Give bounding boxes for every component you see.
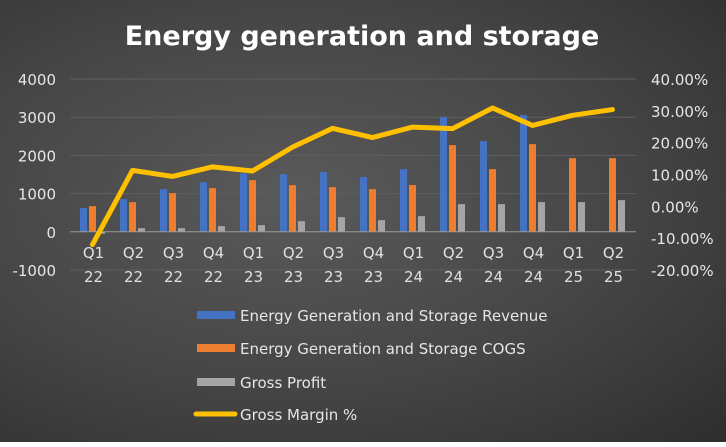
legend-swatch xyxy=(197,378,235,386)
bar-cogs xyxy=(609,158,616,232)
bar-revenue xyxy=(240,173,247,231)
bar-gross-profit xyxy=(378,220,385,232)
bar-gross-profit xyxy=(338,217,345,232)
x-tick-label: 23 xyxy=(284,268,303,286)
bar-gross-profit xyxy=(498,204,505,232)
bar-revenue xyxy=(120,199,127,232)
x-tick-label: Q2 xyxy=(603,244,624,262)
bar-cogs xyxy=(209,188,216,232)
bar-gross-profit xyxy=(138,228,145,232)
bar-revenue xyxy=(480,141,487,232)
bar-cogs xyxy=(489,169,496,232)
right-tick-label: 10.00% xyxy=(651,167,708,185)
bar-gross-profit xyxy=(418,216,425,232)
right-tick-label: 40.00% xyxy=(651,71,708,89)
x-tick-label: 22 xyxy=(84,268,103,286)
right-tick-label: -20.00% xyxy=(651,262,714,280)
legend: Energy Generation and Storage Revenue Ene… xyxy=(196,307,548,424)
bar-cogs xyxy=(529,144,536,232)
right-tick-label: 30.00% xyxy=(651,103,708,121)
bar-cogs xyxy=(169,193,176,232)
x-tick-label: 25 xyxy=(604,268,623,286)
legend-label: Energy Generation and Storage COGS xyxy=(240,340,526,358)
legend-item: Gross Margin % xyxy=(196,406,357,424)
bar-cogs xyxy=(129,202,136,232)
bar-cogs xyxy=(249,180,256,232)
bar-gross-profit xyxy=(178,228,185,232)
legend-swatch xyxy=(197,311,235,319)
bar-revenue xyxy=(400,169,407,232)
x-tick-label: Q1 xyxy=(563,244,584,262)
legend-item: Gross Profit xyxy=(197,374,326,392)
x-tick-label: 25 xyxy=(564,268,583,286)
x-tick-label: Q4 xyxy=(523,244,544,262)
chart-title: Energy generation and storage xyxy=(125,21,600,52)
legend-item: Energy Generation and Storage COGS xyxy=(197,340,526,358)
bar-revenue xyxy=(520,115,527,232)
left-axis-ticks: 4000 3000 2000 1000 0 -1000 xyxy=(12,71,56,280)
left-tick-label: 1000 xyxy=(18,186,56,204)
bar-cogs xyxy=(329,187,336,232)
x-tick-label: 24 xyxy=(444,268,463,286)
bar-gross-profit xyxy=(258,225,265,232)
bar-revenue xyxy=(160,189,167,232)
right-tick-label: -10.00% xyxy=(651,230,714,248)
bar-cogs xyxy=(289,185,296,232)
x-tick-label: 22 xyxy=(164,268,183,286)
bar-cogs xyxy=(369,189,376,232)
x-tick-label: Q2 xyxy=(123,244,144,262)
bar-cogs xyxy=(89,206,96,232)
x-tick-label: 24 xyxy=(524,268,543,286)
x-tick-label: Q3 xyxy=(163,244,184,262)
bar-gross-profit xyxy=(298,221,305,232)
bar-gross-profit xyxy=(218,226,225,232)
x-tick-label: Q3 xyxy=(323,244,344,262)
bar-revenue xyxy=(80,208,87,232)
left-tick-label: 3000 xyxy=(18,109,56,127)
bar-gross-profit xyxy=(458,204,465,232)
bar-cogs xyxy=(449,145,456,232)
left-tick-label: 2000 xyxy=(18,147,56,165)
x-tick-label: Q1 xyxy=(243,244,264,262)
x-tick-label: Q1 xyxy=(403,244,424,262)
right-tick-label: 20.00% xyxy=(651,135,708,153)
x-tick-label: Q2 xyxy=(443,244,464,262)
x-axis-ticks: Q1 22 Q2 22 Q3 22 Q4 22 Q1 23 Q2 23 Q3 23 Q4 23 Q1 24 Q2 24… xyxy=(83,244,624,286)
legend-swatch xyxy=(197,344,235,352)
x-tick-label: Q3 xyxy=(483,244,504,262)
x-tick-label: Q2 xyxy=(283,244,304,262)
x-tick-label: 23 xyxy=(244,268,263,286)
bar-cogs xyxy=(409,185,416,232)
x-tick-label: Q4 xyxy=(203,244,224,262)
x-tick-label: 22 xyxy=(124,268,143,286)
legend-item: Energy Generation and Storage Revenue xyxy=(197,307,548,325)
right-axis-ticks: 40.00% 30.00% 20.00% 10.00% 0.00% -10.00% -20.… xyxy=(651,71,714,280)
x-tick-label: 23 xyxy=(324,268,343,286)
x-tick-label: Q4 xyxy=(363,244,384,262)
x-tick-label: 23 xyxy=(364,268,383,286)
bar-revenue xyxy=(280,174,287,232)
x-tick-label: 24 xyxy=(484,268,503,286)
right-tick-label: 0.00% xyxy=(651,198,699,216)
bar-revenue xyxy=(360,177,367,232)
left-tick-label: -1000 xyxy=(12,262,56,280)
bar-gross-profit xyxy=(618,200,625,232)
bar-revenue xyxy=(320,172,327,232)
bar-gross-profit xyxy=(578,202,585,232)
x-tick-label: 22 xyxy=(204,268,223,286)
legend-label: Gross Profit xyxy=(240,374,326,392)
bar-revenue xyxy=(440,117,447,232)
x-tick-label: 24 xyxy=(404,268,423,286)
legend-label: Energy Generation and Storage Revenue xyxy=(240,307,548,325)
bar-revenue xyxy=(200,182,207,232)
left-tick-label: 4000 xyxy=(18,71,56,89)
left-tick-label: 0 xyxy=(46,224,56,242)
legend-label: Gross Margin % xyxy=(240,406,357,424)
bar-cogs xyxy=(569,158,576,232)
bar-gross-profit xyxy=(538,202,545,232)
